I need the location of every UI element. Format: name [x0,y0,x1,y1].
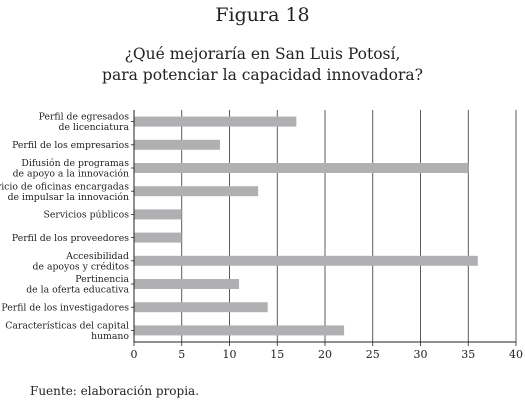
category-label: de impulsar la innovación [8,192,129,203]
x-tick-labels: 0 5 10 15 20 25 30 35 40 [131,348,524,361]
x-tick-label: 40 [509,348,523,361]
chart-title-line-1: ¿Qué mejoraría en San Luis Potosí, [124,45,401,63]
x-tick-label: 30 [414,348,428,361]
category-label: Servicios públicos [44,210,130,221]
category-label: Perfil de los investigadores [1,303,129,314]
bar [134,255,478,266]
category-label: Servicio de oficinas encargadas [0,181,129,192]
bar [134,325,345,336]
bar [134,186,259,197]
x-tick-label: 35 [461,348,475,361]
bar [134,139,220,150]
chart-title-line-2: para potenciar la capacidad innovadora? [102,66,423,84]
category-label: de la oferta educativa [26,285,129,296]
x-tick-label: 20 [318,348,332,361]
bar [134,116,297,127]
x-tick-label: 5 [178,348,185,361]
x-tick-label: 0 [131,348,138,361]
x-tick-label: 10 [223,348,237,361]
source-note: Fuente: elaboración propia. [30,384,200,398]
category-label: Perfil de los empresarios [12,140,129,151]
chart-title: ¿Qué mejoraría en San Luis Potosí, para … [0,44,525,86]
bar [134,232,182,243]
category-label: Accesibilidad [65,251,129,262]
bar [134,279,240,289]
category-label: de licenciatura [59,122,130,133]
bar [134,209,182,220]
axes [131,110,517,346]
x-tick-label: 25 [366,348,380,361]
figure-label: Figura 18 [215,4,310,26]
bar [134,302,268,313]
bars [134,116,478,336]
category-label: humano [91,331,129,342]
category-label: Características del capital [5,320,129,331]
category-label: Pertinencia [75,274,129,285]
x-tick-label: 15 [270,348,284,361]
category-label: Perfil de egresados [39,112,130,123]
bar [134,163,469,173]
category-label: Difusión de programas [21,158,129,169]
category-label: Perfil de los proveedores [12,233,129,244]
category-label: de apoyo a la innovación [13,169,129,180]
category-label: de apoyos y créditos [33,261,130,272]
